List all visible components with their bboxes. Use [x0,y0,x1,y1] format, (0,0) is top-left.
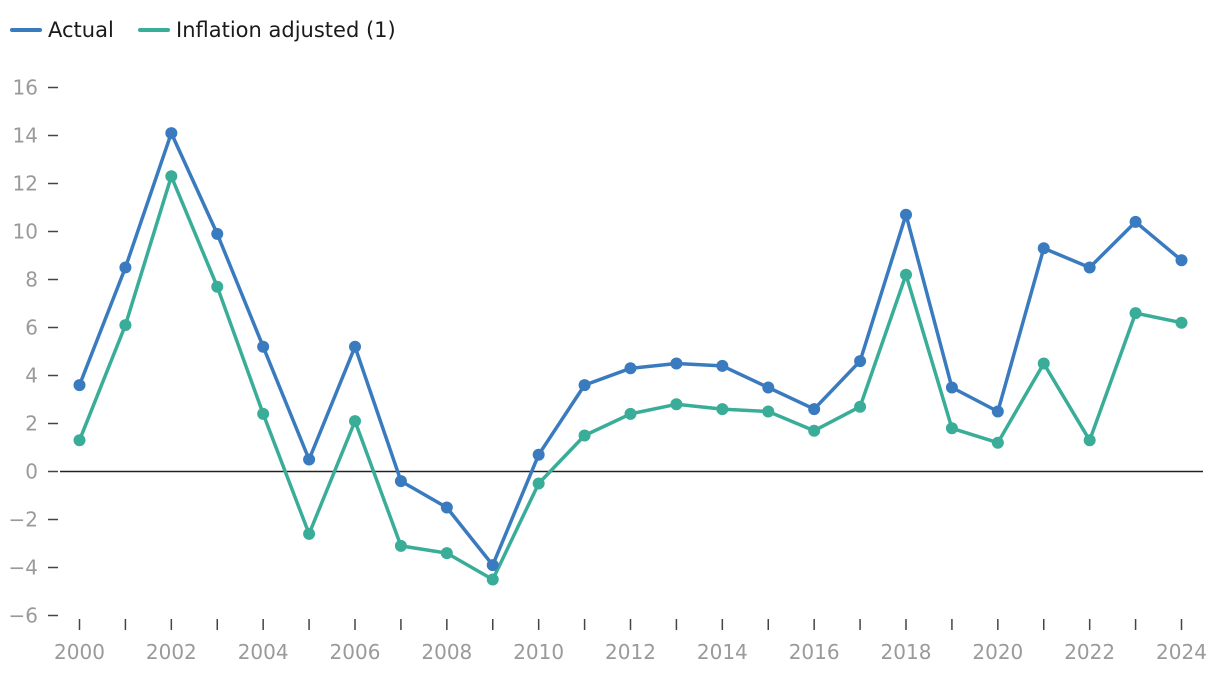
data-point [854,400,867,413]
data-point [578,429,591,442]
y-tick-label: 0 [25,460,38,484]
y-tick-label: 4 [25,364,38,388]
x-tick-label: 2024 [1156,640,1207,664]
data-point [670,398,683,411]
data-point [808,403,821,416]
data-point [532,448,545,461]
y-axis: 16 14 12 10 8 6 4 2 0 −2 −4 −6 [9,76,58,628]
data-point [991,436,1004,449]
y-tick-label: 2 [25,412,38,436]
data-point [624,407,637,420]
data-point [211,280,224,293]
data-point [808,424,821,437]
data-point [349,340,361,353]
legend-label-inflation-adjusted: Inflation adjusted (1) [176,18,396,42]
series-layer [73,127,1188,586]
data-point [165,127,178,140]
data-point [1175,254,1188,267]
legend-item-actual: Actual [10,18,114,42]
data-point [303,453,316,466]
series-line [77,131,1184,567]
data-point [257,340,270,353]
x-tick-label: 2010 [513,640,564,664]
y-tick-label: 14 [13,124,38,148]
data-point [945,422,958,435]
data-point [854,355,867,368]
data-point [73,379,86,392]
x-tick-label: 2008 [421,640,472,664]
data-point [1129,215,1142,228]
data-point [440,547,453,560]
data-point [1175,316,1188,329]
x-tick-label: 2020 [972,640,1023,664]
x-tick-label: 2016 [789,640,840,664]
data-point [119,261,132,274]
x-tick-label: 2002 [146,640,197,664]
data-point [762,381,775,394]
data-point [486,573,499,586]
data-point [211,227,224,240]
data-point [578,379,591,392]
data-point [716,403,729,416]
data-point [1037,357,1050,370]
x-tick-label: 2018 [881,640,932,664]
data-point [1129,307,1142,320]
x-tick-label: 2012 [605,640,656,664]
data-point [349,415,361,428]
legend-label-actual: Actual [48,18,114,42]
data-point [945,381,958,394]
data-point [303,527,316,540]
y-tick-label: −2 [9,508,38,532]
data-point [165,170,178,183]
data-point [1083,261,1096,274]
data-point [900,268,912,281]
data-point [394,539,407,552]
x-axis: 2000 2002 2004 2006 2008 2010 2012 2014 2016 2018… [54,619,1207,664]
data-point [900,208,912,221]
series-actual [73,127,1188,572]
x-tick-label: 2006 [330,640,381,664]
y-tick-label: 12 [13,172,38,196]
data-point [257,407,270,420]
y-tick-label: −4 [9,556,38,580]
y-tick-label: 16 [13,76,38,100]
data-point [762,405,775,418]
data-point [670,357,683,370]
data-point [532,477,545,490]
data-point [716,359,729,372]
data-point [1037,242,1050,255]
legend: Actual Inflation adjusted (1) [10,18,396,42]
series-line [77,174,1184,582]
data-point [394,475,407,488]
x-tick-label: 2014 [697,640,748,664]
data-point [486,559,499,572]
data-point [1083,434,1096,447]
data-point [991,405,1004,418]
x-tick-label: 2000 [54,640,105,664]
data-point [119,319,132,332]
y-tick-label: 10 [13,220,38,244]
y-tick-label: 6 [25,316,38,340]
data-point [624,362,637,375]
x-tick-label: 2004 [238,640,289,664]
series-inflation-adjusted-1 [73,170,1188,586]
y-tick-label: −6 [9,604,38,628]
data-point [440,501,453,514]
data-point [73,434,86,447]
y-tick-label: 8 [25,268,38,292]
x-tick-label: 2022 [1064,640,1115,664]
legend-item-inflation-adjusted: Inflation adjusted (1) [138,18,396,42]
